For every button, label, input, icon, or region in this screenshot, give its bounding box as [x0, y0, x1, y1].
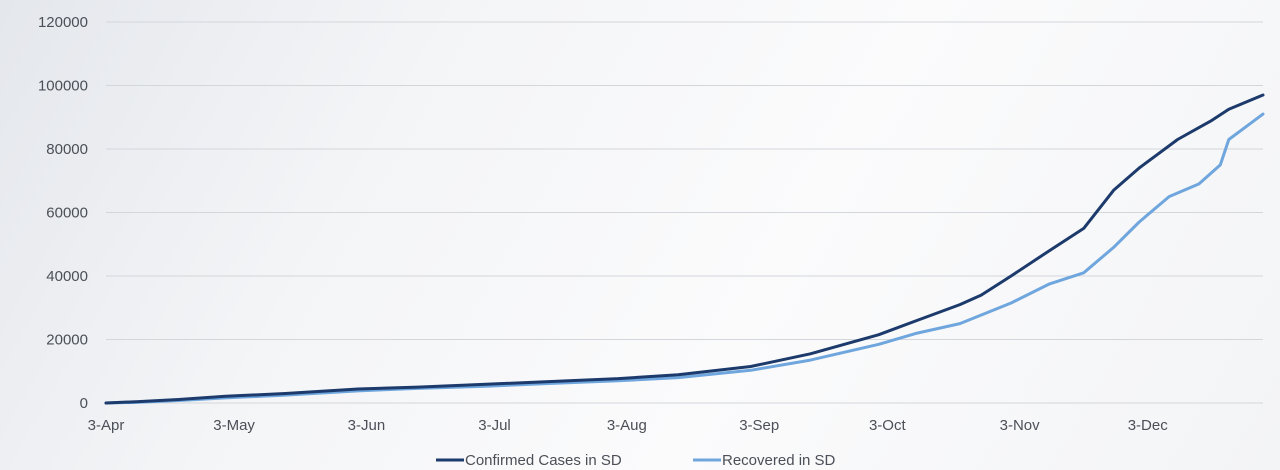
y-tick-label: 20000 [46, 332, 88, 349]
x-tick-label: 3-Dec [1128, 417, 1169, 434]
x-tick-label: 3-Nov [1000, 417, 1041, 434]
x-tick-label: 3-Sep [739, 417, 779, 434]
legend: Confirmed Cases in SD Recovered in SD [436, 452, 836, 469]
legend-label: Recovered in SD [722, 452, 836, 469]
x-tick-label: 3-May [213, 417, 255, 434]
x-tick-label: 3-Aug [607, 417, 647, 434]
y-tick-label: 40000 [46, 268, 88, 285]
y-tick-label: 120000 [38, 14, 88, 31]
x-axis-ticks: 3-Apr 3-May 3-Jun 3-Jul 3-Aug 3-Sep 3-Oct 3-Nov… [88, 417, 1169, 434]
x-tick-label: 3-Oct [869, 417, 907, 434]
legend-label: Confirmed Cases in SD [465, 452, 622, 469]
series-lines [104, 93, 1265, 405]
y-tick-label: 60000 [46, 205, 88, 222]
series-line-recovered [104, 112, 1265, 405]
x-tick-label: 3-Jul [478, 417, 511, 434]
series-line-confirmed [104, 93, 1265, 405]
y-tick-label: 100000 [38, 78, 88, 95]
y-axis-ticks: 0 20000 40000 60000 80000 100000 120000 [38, 14, 88, 412]
y-tick-label: 80000 [46, 141, 88, 158]
x-tick-label: 3-Apr [88, 417, 125, 434]
grid [106, 21, 1263, 404]
x-tick-label: 3-Jun [348, 417, 386, 434]
y-tick-label: 0 [80, 395, 88, 412]
